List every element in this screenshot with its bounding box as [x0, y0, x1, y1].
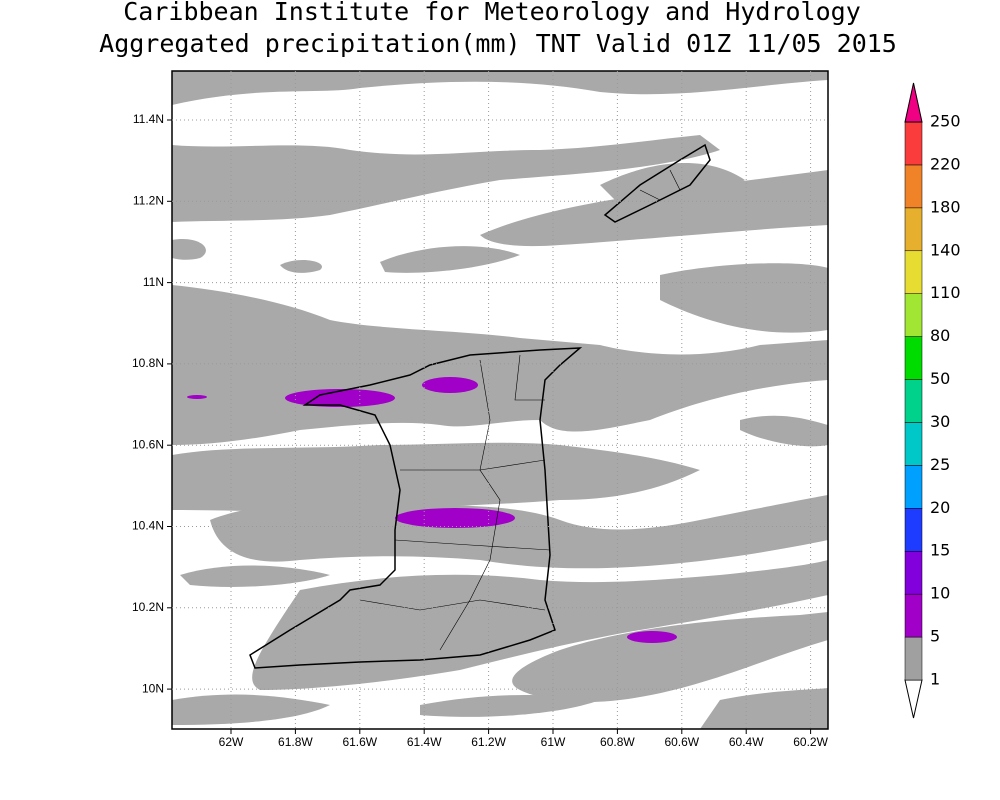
y-tick-label: 11.4N	[133, 112, 164, 126]
colorbar-segment	[904, 550, 923, 595]
colorbar-segment	[904, 164, 923, 209]
x-tick-label: 61.6W	[342, 735, 377, 749]
x-tick-label: 60.4W	[729, 735, 764, 749]
colorbar-label: 220	[930, 154, 961, 173]
x-tick-label: 61.8W	[278, 735, 313, 749]
colorbar-label: 15	[930, 541, 950, 560]
colorbar-label: 250	[930, 112, 961, 131]
colorbar-segment	[904, 422, 923, 466]
x-tick-label: 61.2W	[471, 735, 506, 749]
colorbar-label: 10	[930, 584, 950, 603]
x-tick-label: 62W	[219, 735, 244, 749]
colorbar-label: 25	[930, 455, 950, 474]
x-tick-label: 60.6W	[664, 735, 699, 749]
title: Caribbean Institute for Meteorology and …	[123, 0, 861, 26]
colorbar-segment	[904, 636, 923, 681]
colorbar-segment	[904, 593, 923, 638]
y-tick-label: 10N	[142, 681, 164, 695]
subtitle: Aggregated precipitation(mm) TNT Valid 0…	[99, 29, 897, 58]
x-tick-label: 61.4W	[407, 735, 442, 749]
colorbar-segment	[904, 207, 923, 252]
colorbar-label: 5	[930, 627, 940, 646]
colorbar-high	[904, 82, 923, 123]
y-tick-label: 11.2N	[133, 193, 164, 207]
x-tick-label: 60.8W	[600, 735, 635, 749]
colorbar-label: 20	[930, 498, 950, 517]
x-tick-label: 60.2W	[793, 735, 828, 749]
x-tick-label: 61W	[541, 735, 566, 749]
y-tick-label: 10.2N	[132, 600, 164, 614]
map-area	[172, 71, 828, 729]
colorbar-label: 110	[930, 283, 961, 302]
colorbar-segment	[904, 508, 923, 552]
colorbar-segment	[904, 336, 923, 380]
map-frame	[171, 70, 829, 730]
y-tick-label: 10.8N	[132, 356, 164, 370]
colorbar-segment	[904, 121, 923, 166]
colorbar-segment	[904, 250, 923, 294]
colorbar-label: 80	[930, 326, 950, 345]
colorbar-label: 50	[930, 369, 950, 388]
boundaries	[359, 169, 681, 651]
precip-5-10	[187, 377, 677, 643]
colorbar-label: 30	[930, 412, 950, 431]
y-tick-label: 11N	[143, 275, 164, 289]
colorbar-label: 140	[930, 240, 961, 259]
colorbar-segment	[904, 293, 923, 337]
colorbar-label: 1	[930, 670, 940, 689]
colorbar-segment	[904, 465, 923, 509]
colorbar-label: 180	[930, 197, 961, 216]
colorbar-segment	[904, 379, 923, 423]
colorbar-low	[904, 679, 923, 719]
coastline	[249, 143, 711, 669]
y-tick-label: 10.6N	[132, 437, 164, 451]
y-tick-label: 10.4N	[132, 519, 164, 533]
